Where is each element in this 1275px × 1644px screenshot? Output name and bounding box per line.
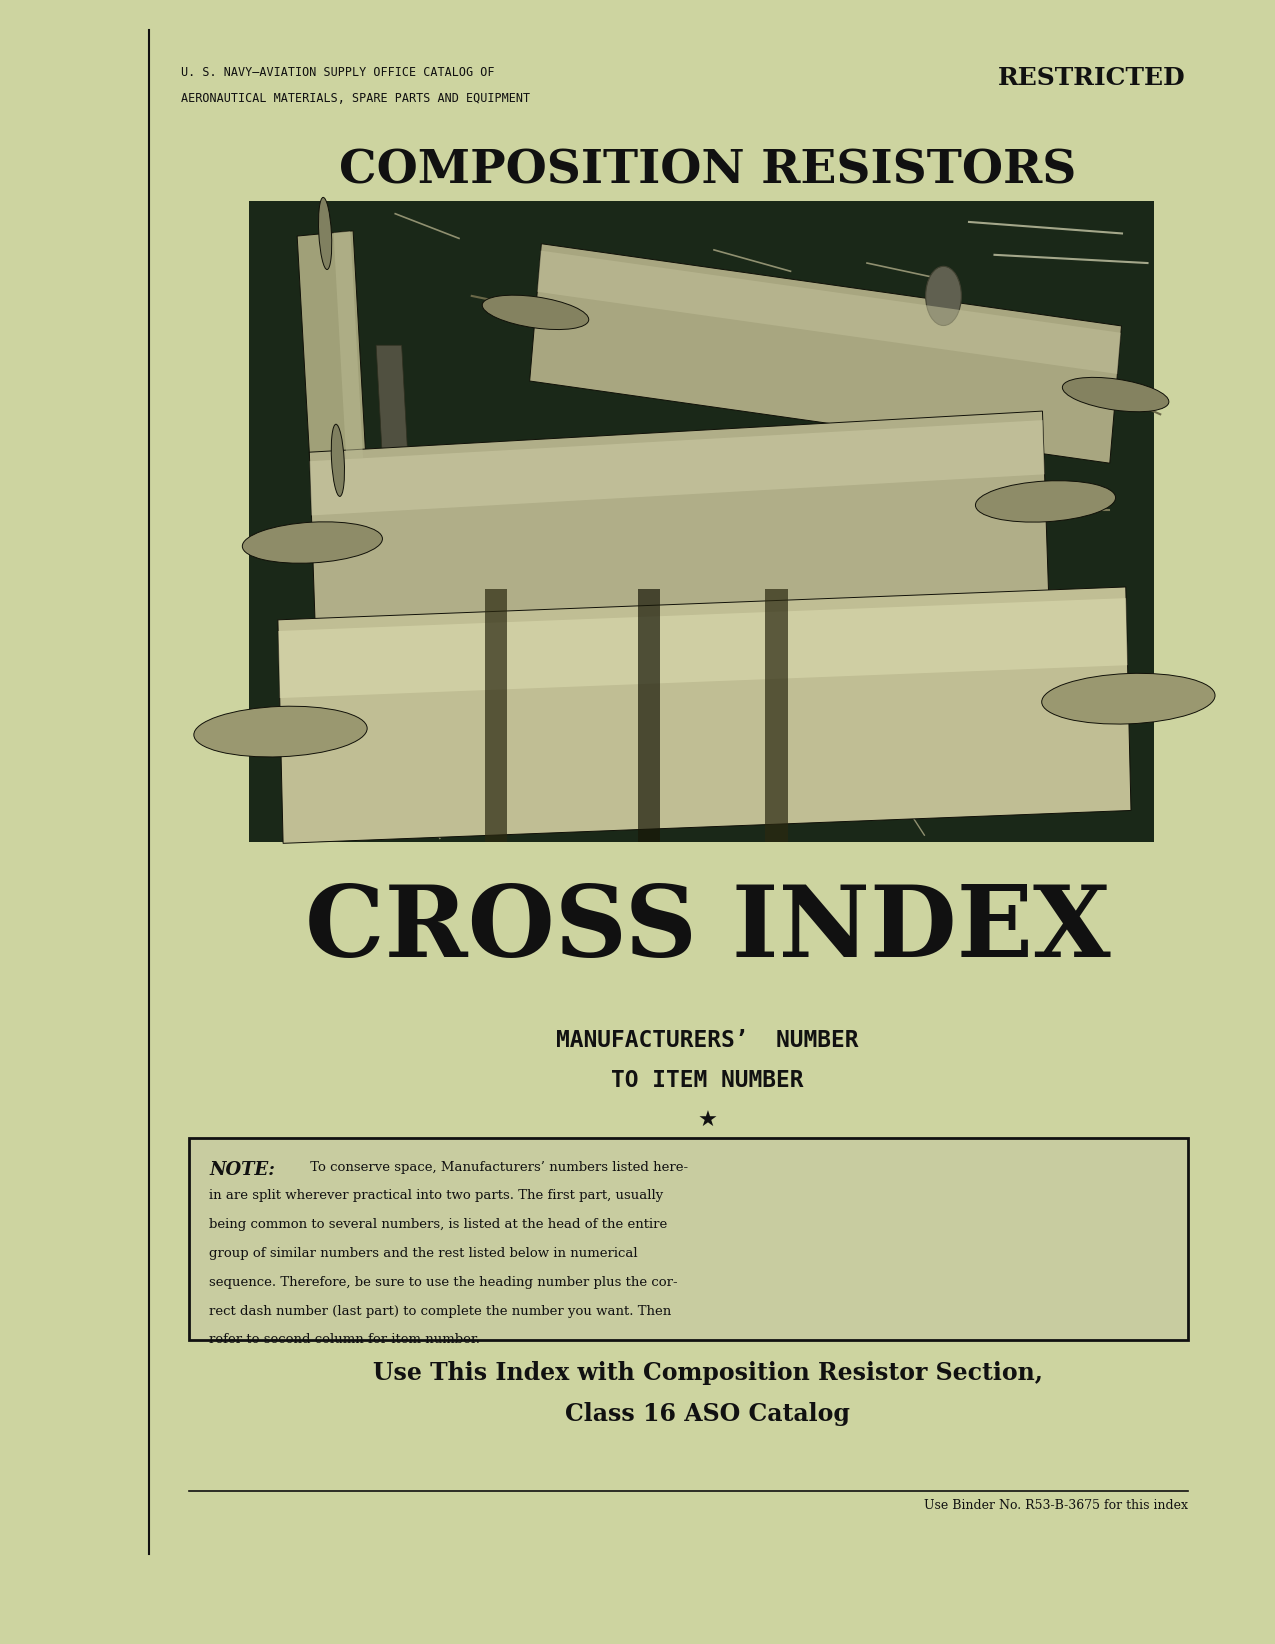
Text: COMPOSITION RESISTORS: COMPOSITION RESISTORS (339, 148, 1076, 194)
Text: in are split wherever practical into two parts. The first part, usually: in are split wherever practical into two… (209, 1190, 663, 1202)
Text: Use This Index with Composition Resistor Section,: Use This Index with Composition Resistor… (372, 1361, 1043, 1386)
Ellipse shape (242, 521, 382, 564)
Polygon shape (765, 589, 788, 842)
Text: MANUFACTURERS’  NUMBER: MANUFACTURERS’ NUMBER (556, 1029, 859, 1052)
Polygon shape (638, 589, 660, 842)
Text: rect dash number (last part) to complete the number you want. Then: rect dash number (last part) to complete… (209, 1305, 672, 1317)
Polygon shape (278, 598, 1127, 699)
Ellipse shape (926, 266, 961, 326)
Text: sequence. Therefore, be sure to use the heading number plus the cor-: sequence. Therefore, be sure to use the … (209, 1276, 678, 1289)
Polygon shape (529, 243, 1122, 464)
Text: Class 16 ASO Catalog: Class 16 ASO Catalog (565, 1402, 850, 1427)
Text: RESTRICTED: RESTRICTED (998, 66, 1186, 90)
Ellipse shape (1062, 378, 1169, 411)
Bar (249, 201, 1154, 842)
Text: ★: ★ (697, 1111, 718, 1131)
Ellipse shape (975, 480, 1116, 523)
Text: group of similar numbers and the rest listed below in numerical: group of similar numbers and the rest li… (209, 1248, 638, 1259)
Polygon shape (376, 345, 408, 460)
Text: AERONAUTICAL MATERIALS, SPARE PARTS AND EQUIPMENT: AERONAUTICAL MATERIALS, SPARE PARTS AND … (181, 92, 530, 105)
Text: U. S. NAVY—AVIATION SUPPLY OFFICE CATALOG OF: U. S. NAVY—AVIATION SUPPLY OFFICE CATALO… (181, 66, 495, 79)
Text: TO ITEM NUMBER: TO ITEM NUMBER (612, 1069, 803, 1092)
Ellipse shape (194, 707, 367, 756)
Ellipse shape (319, 197, 332, 270)
Polygon shape (297, 230, 366, 464)
Text: refer to second column for item number.: refer to second column for item number. (209, 1333, 481, 1346)
Text: CROSS INDEX: CROSS INDEX (305, 881, 1111, 978)
Polygon shape (334, 232, 363, 460)
Ellipse shape (332, 424, 344, 496)
Bar (189, 1138, 1188, 1340)
Polygon shape (484, 589, 507, 842)
Ellipse shape (482, 296, 589, 329)
Text: NOTE:: NOTE: (209, 1161, 275, 1179)
Ellipse shape (1042, 674, 1215, 723)
Text: being common to several numbers, is listed at the head of the entire: being common to several numbers, is list… (209, 1218, 667, 1231)
Polygon shape (310, 411, 1048, 633)
Text: To conserve space, Manufacturers’ numbers listed here-: To conserve space, Manufacturers’ number… (306, 1161, 688, 1174)
Polygon shape (537, 250, 1121, 373)
Polygon shape (278, 587, 1131, 843)
Text: Use Binder No. R53-B-3675 for this index: Use Binder No. R53-B-3675 for this index (924, 1499, 1188, 1512)
Polygon shape (310, 421, 1044, 516)
